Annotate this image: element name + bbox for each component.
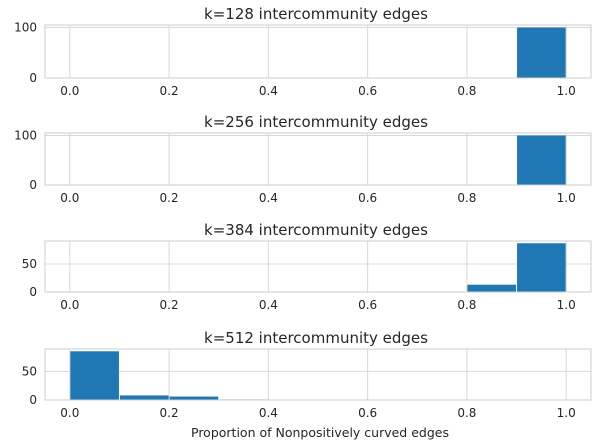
x-tick-label: 0.6 bbox=[358, 298, 377, 312]
x-tick-label: 1.0 bbox=[557, 298, 576, 312]
x-tick-label: 0.2 bbox=[160, 406, 179, 420]
x-tick-label: 0.2 bbox=[160, 84, 179, 98]
x-axis-label: Proportion of Nonpositively curved edges bbox=[191, 425, 449, 440]
x-tick-label: 0.4 bbox=[259, 298, 278, 312]
histogram-bar bbox=[517, 243, 566, 292]
x-tick-label: 0.0 bbox=[60, 84, 79, 98]
panel-title: k=256 intercommunity edges bbox=[204, 113, 428, 131]
y-tick-label: 0 bbox=[29, 285, 37, 299]
histogram-bar bbox=[517, 27, 566, 78]
y-tick-label: 50 bbox=[22, 257, 37, 271]
x-tick-label: 0.0 bbox=[60, 191, 79, 205]
y-tick-label: 100 bbox=[14, 128, 37, 142]
y-tick-label: 50 bbox=[22, 364, 37, 378]
x-tick-label: 0.2 bbox=[160, 298, 179, 312]
x-tick-label: 0.0 bbox=[60, 298, 79, 312]
histogram-bar bbox=[119, 395, 169, 400]
panel-title: k=512 intercommunity edges bbox=[204, 329, 428, 347]
histogram-panel-4: k=512 intercommunity edges 0.0 0.2 0.4 0.6 0.… bbox=[22, 329, 592, 440]
y-tick-label: 0 bbox=[29, 393, 37, 407]
x-tick-label: 0.4 bbox=[259, 191, 278, 205]
panel-title: k=128 intercommunity edges bbox=[204, 5, 428, 23]
x-tick-label: 1.0 bbox=[557, 84, 576, 98]
x-tick-label: 0.6 bbox=[358, 406, 377, 420]
histogram-panel-3: k=384 intercommunity edges 0.0 0.2 0.4 0.6 0.… bbox=[22, 221, 592, 312]
x-tick-label: 0.8 bbox=[457, 298, 476, 312]
panel-title: k=384 intercommunity edges bbox=[204, 221, 428, 239]
y-tick-label: 100 bbox=[14, 21, 37, 35]
histogram-panel-2: k=256 intercommunity edges 0.0 0.2 0.4 0.6 0.… bbox=[14, 113, 592, 205]
x-tick-label: 0.8 bbox=[457, 84, 476, 98]
x-tick-label: 1.0 bbox=[557, 406, 576, 420]
plot-frame bbox=[44, 348, 592, 401]
x-tick-label: 0.8 bbox=[457, 406, 476, 420]
x-tick-label: 0.0 bbox=[60, 406, 79, 420]
x-tick-label: 0.4 bbox=[259, 406, 278, 420]
x-tick-label: 1.0 bbox=[557, 191, 576, 205]
histogram-bar bbox=[517, 135, 566, 185]
x-tick-label: 0.2 bbox=[160, 191, 179, 205]
plot-frame bbox=[44, 24, 592, 79]
histogram-bar bbox=[467, 284, 517, 292]
x-tick-label: 0.8 bbox=[457, 191, 476, 205]
x-tick-label: 0.6 bbox=[358, 84, 377, 98]
y-tick-label: 0 bbox=[29, 178, 37, 192]
x-tick-label: 0.6 bbox=[358, 191, 377, 205]
histogram-bar bbox=[70, 351, 119, 400]
histogram-panel-1: k=128 intercommunity edges 0.0 0.2 0.4 0.6 0.… bbox=[14, 5, 592, 98]
plot-frame bbox=[44, 132, 592, 186]
x-tick-label: 0.4 bbox=[259, 84, 278, 98]
histogram-bar bbox=[169, 396, 219, 400]
plot-frame bbox=[44, 240, 592, 293]
y-tick-label: 0 bbox=[29, 71, 37, 85]
